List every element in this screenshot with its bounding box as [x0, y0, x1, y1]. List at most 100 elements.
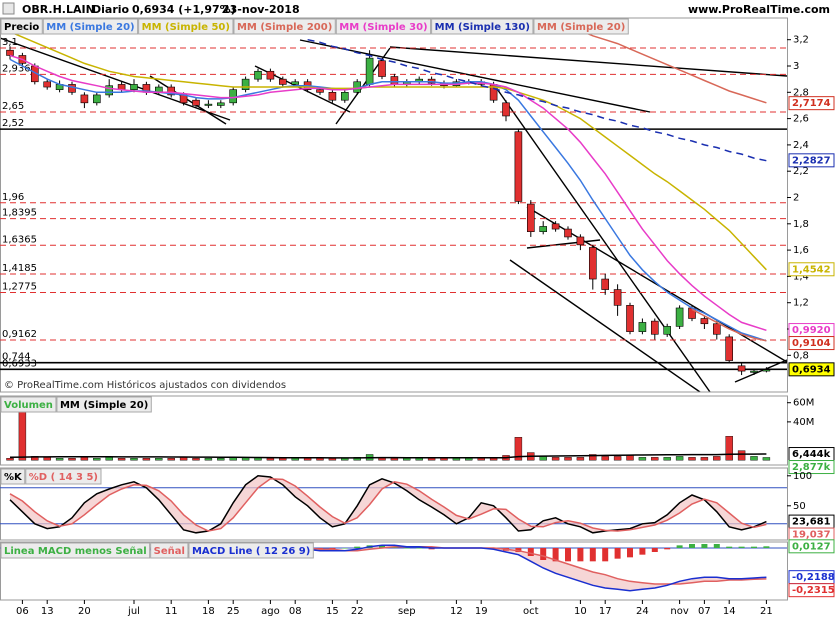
candle-body [675, 307, 684, 327]
legend-box [188, 542, 314, 559]
menu-icon[interactable] [2, 2, 15, 15]
legend-entry: Volumen [4, 400, 53, 411]
volume-bar [539, 456, 547, 461]
histogram-bar [627, 548, 633, 558]
level-label: 1,2775 [2, 282, 37, 293]
candle-body [278, 78, 287, 85]
trend-line [734, 359, 788, 383]
histogram-bar [738, 546, 745, 548]
volume-bar [142, 458, 151, 461]
x-tick-label: 11 [165, 606, 178, 617]
histogram-bar [354, 546, 361, 548]
x-tick-label: 06 [16, 606, 29, 617]
y-tick-label: 2,6 [793, 114, 809, 125]
volume-bar [440, 458, 448, 461]
candle-body [390, 76, 399, 85]
volume-bar [403, 458, 411, 461]
value-badge [788, 336, 835, 351]
volume-bar [266, 458, 275, 461]
x-tick-label: 25 [227, 606, 240, 617]
y-tick-label: 3,2 [793, 35, 809, 46]
badge-label: -0,2315 [792, 585, 835, 596]
value-badge [788, 460, 835, 475]
histogram-bar [614, 548, 621, 559]
candle-body [502, 102, 510, 117]
x-tick-label: 22 [351, 606, 364, 617]
candle-body [266, 70, 275, 80]
y-tick-label: 2,2 [793, 166, 809, 177]
volume-bar [155, 458, 163, 461]
volume-bar [638, 457, 647, 461]
series-line [691, 308, 767, 342]
x-tick-label: 13 [41, 606, 54, 617]
trend-line [0, 37, 231, 121]
histogram-bar [379, 545, 385, 548]
legend-entry: MM (Simple 50) [142, 22, 230, 33]
histogram-bar [341, 548, 348, 549]
volume-bar [204, 458, 213, 461]
value-badge [788, 539, 835, 554]
level-label: 2,52 [2, 118, 24, 129]
histogram-bar [664, 548, 671, 550]
histogram-bar [577, 548, 584, 562]
candle-body [514, 131, 523, 202]
volume-bar [663, 457, 671, 461]
histogram-bar [701, 544, 708, 548]
period: Diario [92, 3, 130, 16]
volume-bar [713, 456, 721, 461]
series-line [9, 453, 767, 459]
x-tick-label: 07 [698, 606, 711, 617]
histogram-bar [527, 548, 534, 556]
x-tick-label: sep [398, 606, 416, 617]
candle-body [241, 78, 250, 90]
panel-frame [0, 395, 788, 466]
x-tick-label: 08 [289, 606, 302, 617]
candle-body [365, 57, 374, 85]
candle-body [68, 84, 76, 93]
candle-body [328, 92, 337, 101]
y-tick-label: 2,4 [793, 140, 809, 151]
price: 0,6934 (+1,97%) [132, 3, 236, 16]
level-label: 2,936 [2, 63, 31, 74]
candle-body [539, 226, 548, 232]
legend-box [0, 18, 43, 35]
histogram-bar [602, 548, 609, 562]
trend-line [389, 46, 788, 77]
annotation: © ProRealTime.com Históricos ajustados c… [4, 379, 286, 391]
candle-body [725, 336, 734, 361]
legend-entry: MM (Simple 130) [435, 22, 530, 33]
x-tick-label: 12 [450, 606, 463, 617]
y-tick-label: 1,8 [793, 219, 809, 230]
badge-label: -0,2188 [792, 572, 835, 583]
level-label: 0,6933 [2, 358, 37, 369]
candle-body [626, 305, 634, 332]
y-tick-label: 0,8 [793, 350, 809, 361]
level-label: 1,6365 [2, 234, 37, 245]
volume-bar [737, 450, 746, 461]
legend-box [533, 18, 629, 35]
symbol: OBR.H.LAIN [22, 3, 95, 16]
histogram-bar [589, 548, 596, 562]
histogram-bar [726, 546, 733, 548]
candle-body [378, 60, 386, 77]
value-badge [788, 583, 835, 598]
series-line [555, 21, 767, 104]
histogram-bar [751, 546, 757, 548]
candle-body [613, 289, 622, 306]
x-tick-label: 24 [636, 606, 649, 617]
level-label: 3,1 [2, 37, 18, 48]
volume-bar [700, 457, 709, 461]
volume-bar [514, 437, 523, 461]
legend-box [0, 542, 151, 559]
histogram-bar [689, 544, 695, 548]
candle-body [217, 102, 225, 106]
badge-label: 0,6934 [792, 364, 831, 375]
panel-frame [0, 17, 788, 393]
legend-entry: Señal [154, 546, 185, 557]
volume-bar [105, 457, 113, 461]
site: www.ProRealTime.com [688, 3, 830, 16]
volume-bar [291, 458, 299, 461]
y-tick-label: 2,8 [793, 87, 809, 98]
volume-bar [762, 457, 771, 461]
